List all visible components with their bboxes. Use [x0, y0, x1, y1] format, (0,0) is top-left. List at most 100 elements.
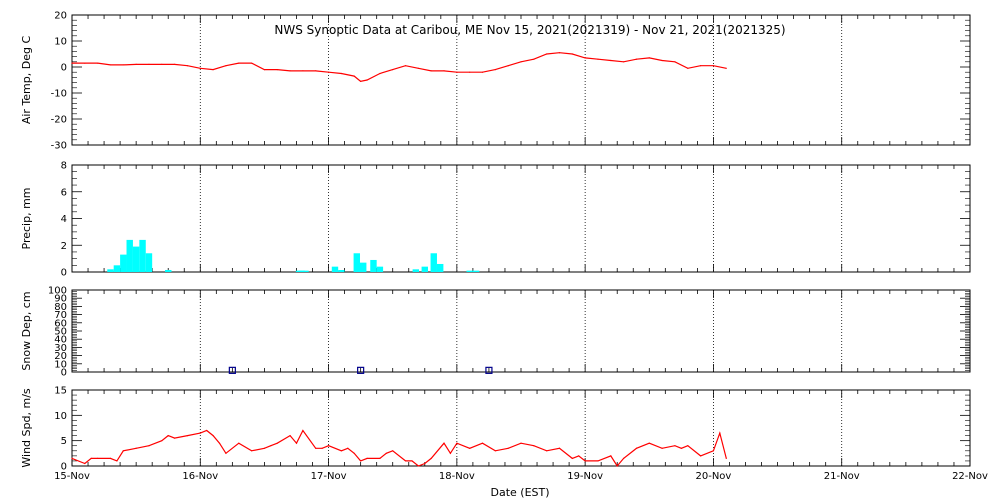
wind-data-point [700, 455, 702, 457]
temp-data-point [174, 63, 176, 65]
temp-data-point [456, 71, 458, 73]
temp-panel: -30 -20 -10 0 10 20 Air Temp, Deg C [20, 11, 971, 152]
temp-data-point [109, 64, 112, 66]
temp-data-point [186, 65, 189, 67]
temp-data-point [520, 61, 522, 63]
temp-data-point [546, 53, 548, 55]
wind-data-point [276, 442, 278, 444]
precip-bar [331, 266, 339, 272]
wind-data-point [251, 450, 253, 452]
wind-data-point [315, 447, 317, 449]
snow-marker [228, 366, 236, 374]
temp-data-point [469, 71, 471, 73]
precip-y-axis-title: Precip, mm [20, 188, 33, 250]
wind-data-point [84, 462, 86, 465]
wind-data-point [584, 460, 586, 462]
x-tick-label: 18-Nov [439, 471, 475, 482]
wind-data-point [597, 460, 599, 462]
wind-data-point [167, 435, 169, 437]
wind-data-point [148, 445, 150, 447]
precip-bar [338, 269, 345, 272]
temp-data-point [340, 72, 342, 75]
snow-y-tick-label: 20 [54, 351, 67, 362]
wind-data-point [404, 460, 407, 462]
precip-y-tick-label: 0 [61, 268, 67, 279]
temp-data-point [225, 65, 227, 67]
wind-data-point [360, 460, 362, 462]
temp-data-point [366, 79, 368, 81]
wind-data-point [687, 445, 689, 447]
temp-data-point [610, 59, 612, 62]
x-axis-title: Date (EST) [490, 486, 549, 499]
x-tick-label: 22-Nov [952, 471, 988, 482]
wind-y-tick-label: 15 [54, 386, 67, 397]
wind-data-point [379, 457, 381, 459]
wind-data-point [263, 447, 266, 449]
temp-data-point [263, 69, 266, 71]
precip-bar [126, 239, 133, 272]
temp-data-point [584, 57, 586, 59]
temp-data-point [360, 80, 362, 82]
temp-data-point [700, 65, 702, 67]
precip-bar [120, 254, 127, 272]
temp-data-point [238, 62, 240, 64]
temp-y-tick-label: 10 [54, 37, 67, 48]
precip-panel: 0 2 4 6 8 Precip, mm [20, 161, 971, 279]
wind-data-point [97, 457, 99, 459]
temp-data-point [212, 69, 214, 71]
wind-data-point [392, 450, 394, 452]
x-tick-label: 15-Nov [54, 471, 90, 482]
snow-y-tick-label: 40 [54, 335, 67, 346]
temp-data-point [327, 71, 330, 73]
wind-data-point [443, 442, 445, 444]
temp-data-point [674, 61, 676, 63]
temp-data-point [289, 70, 291, 72]
wind-data-point [321, 447, 323, 449]
precip-bar [466, 270, 473, 272]
precip-bar [132, 246, 140, 272]
snow-y-tick-label: 100 [48, 286, 67, 297]
precip-bar [113, 265, 121, 272]
wind-data-point [616, 465, 618, 467]
precip-frame [71, 164, 971, 273]
precip-bar [436, 263, 444, 272]
snow-frame [71, 289, 971, 373]
wind-data-point [206, 429, 208, 432]
wind-data-point [109, 457, 112, 459]
temp-data-point [135, 63, 137, 65]
wind-data-point [725, 457, 727, 459]
wind-data-point [661, 447, 663, 449]
wind-data-point [648, 442, 650, 444]
wind-y-tick-label: 10 [54, 411, 67, 422]
x-tick-label: 16-Nov [182, 471, 218, 482]
wind-data-point [546, 450, 548, 452]
wind-data-point [571, 457, 573, 459]
wind-data-point [212, 435, 214, 437]
wind-data-point [610, 455, 612, 457]
wind-data-point [469, 447, 471, 449]
temp-data-point [97, 62, 99, 64]
wind-data-point [116, 460, 118, 462]
wind-data-point [449, 452, 452, 454]
wind-data-point [225, 452, 227, 454]
snow-y-tick-label: 60 [54, 318, 67, 329]
temp-data-point [443, 70, 445, 72]
temp-data-point [251, 62, 253, 64]
wind-panel: 0 5 10 15 Wind Spd, m/s [20, 386, 971, 473]
wind-data-point [533, 445, 535, 447]
temp-y-tick-label: -30 [51, 141, 67, 152]
wind-y-axis-title: Wind Spd, m/s [20, 388, 33, 468]
wind-data-point [385, 452, 387, 454]
temp-data-point [623, 61, 625, 63]
precip-bar [376, 266, 384, 272]
precip-bar [139, 239, 146, 272]
wind-data-point [456, 442, 458, 444]
snow-marker [357, 366, 365, 374]
wind-data-point [481, 442, 484, 444]
wind-data-point [199, 432, 201, 434]
wind-data-point [347, 447, 349, 449]
snow-y-tick-label: 0 [61, 368, 67, 379]
precip-bar [430, 253, 437, 272]
wind-y-tick-label: 5 [61, 436, 67, 447]
wind-data-point [719, 432, 721, 434]
